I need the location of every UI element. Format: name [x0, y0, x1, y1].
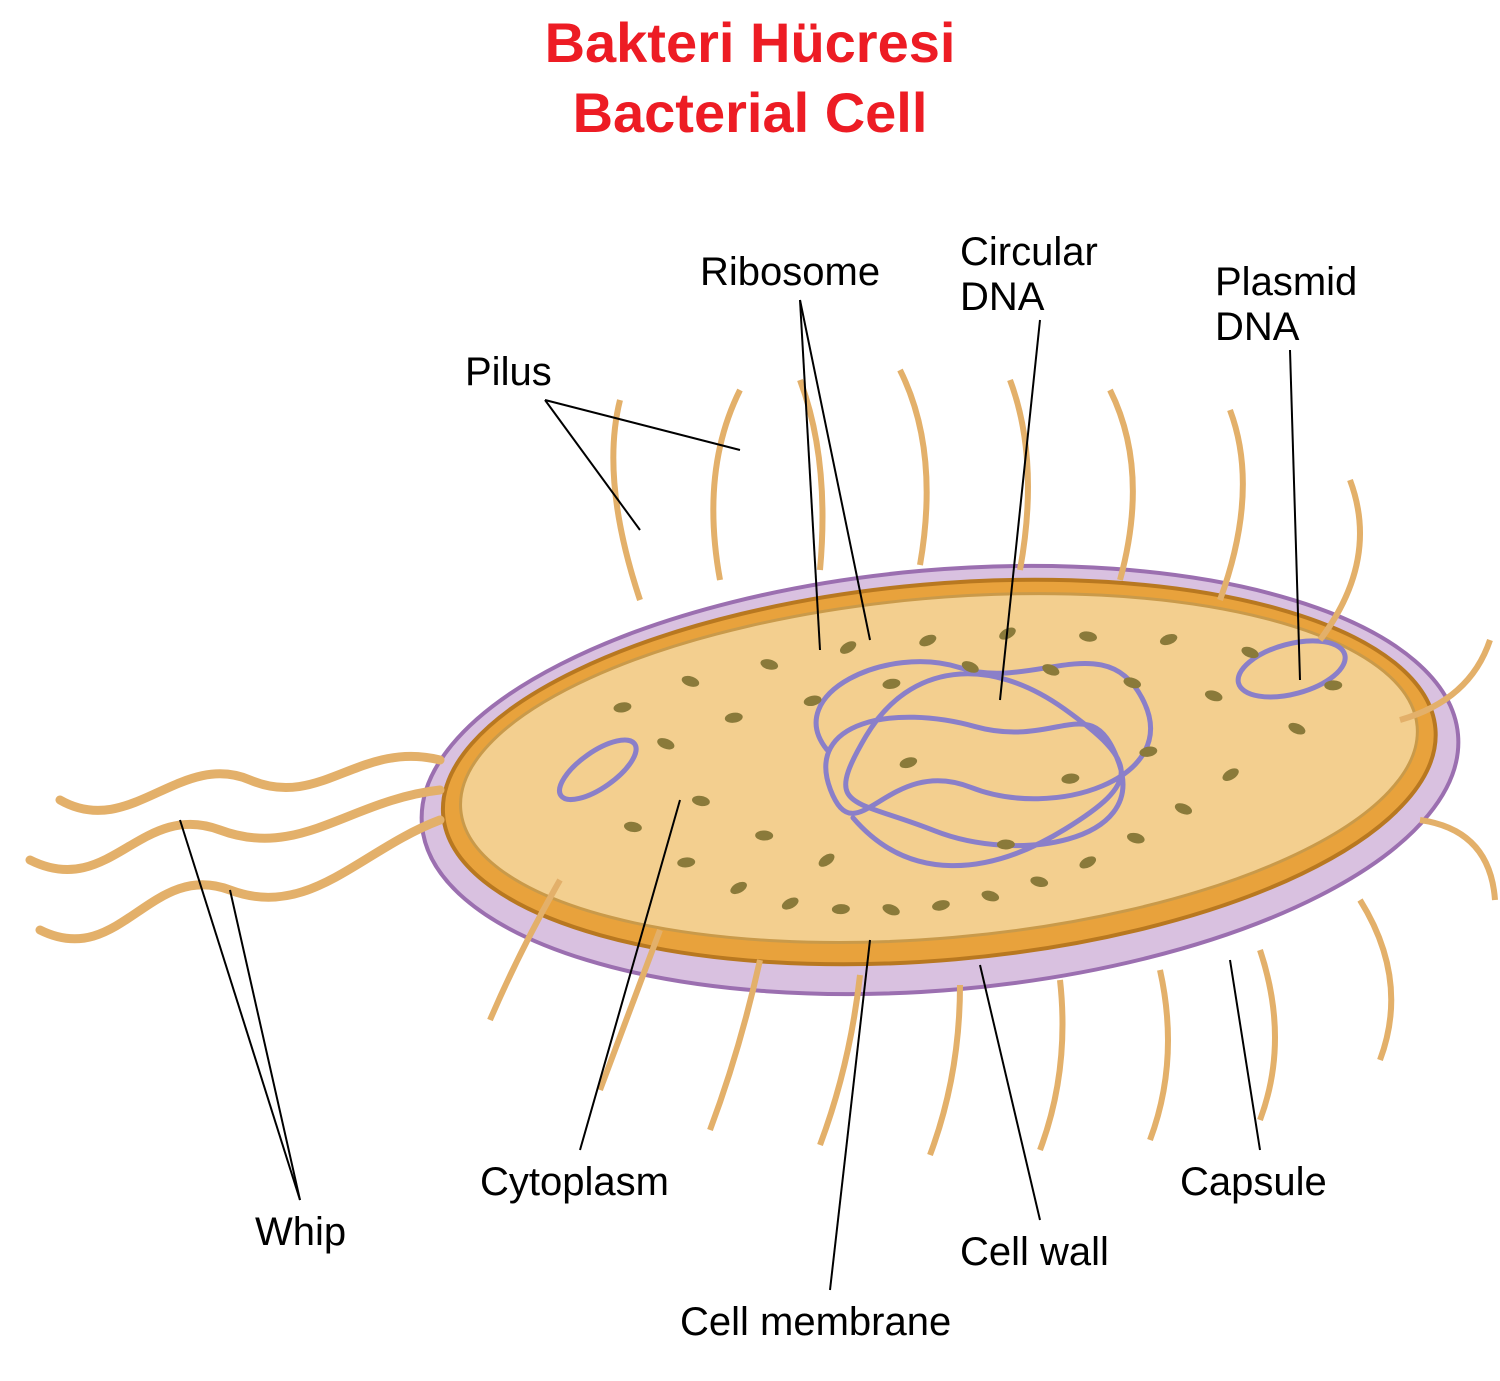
- pilus-strand: [1010, 380, 1028, 570]
- label-cytoplasm: Cytoplasm: [480, 1160, 669, 1205]
- pilus-strand: [930, 985, 960, 1155]
- label-capsule: Capsule: [1180, 1160, 1327, 1205]
- label-circular-dna: Circular DNA: [960, 230, 1098, 320]
- leader-line: [1230, 960, 1260, 1150]
- pilus-strand: [1150, 970, 1168, 1140]
- pilus-strand: [1110, 390, 1133, 580]
- leader-line: [980, 965, 1040, 1220]
- leader-line: [180, 820, 300, 1200]
- pilus-strand: [713, 390, 740, 580]
- pilus-strand: [1040, 980, 1063, 1150]
- pilus-strand: [1420, 820, 1495, 900]
- label-cell-wall: Cell wall: [960, 1230, 1109, 1275]
- pilus-strand: [1220, 410, 1243, 600]
- label-cell-membrane: Cell membrane: [680, 1300, 951, 1345]
- leader-line: [545, 400, 740, 450]
- label-whip: Whip: [255, 1210, 346, 1255]
- flagellum: [30, 790, 440, 870]
- pilus-strand: [800, 380, 823, 570]
- leader-line: [545, 400, 640, 530]
- label-pilus: Pilus: [465, 350, 552, 395]
- pilus-strand: [1360, 900, 1391, 1060]
- pilus-strand: [820, 975, 860, 1145]
- label-ribosome: Ribosome: [700, 250, 880, 295]
- pilus-strand: [900, 370, 927, 565]
- label-plasmid-dna: Plasmid DNA: [1215, 260, 1357, 350]
- pilus-strand: [1260, 950, 1275, 1120]
- leader-line: [230, 890, 300, 1200]
